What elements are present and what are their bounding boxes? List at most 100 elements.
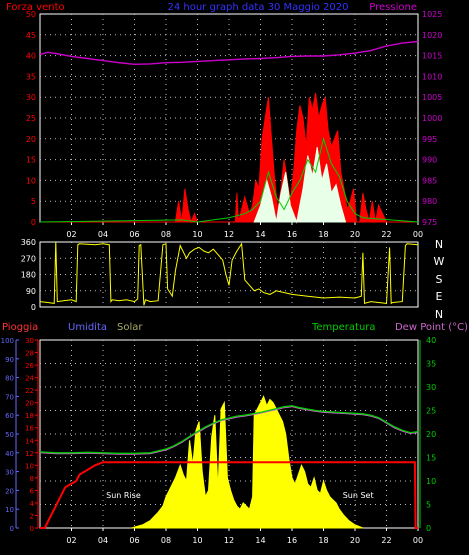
rain-label: Pioggia xyxy=(2,322,38,333)
direction-tick-label: 90 xyxy=(26,287,36,296)
rain-tick-label: 22 xyxy=(25,387,34,395)
rain-panel-grid xyxy=(40,340,418,528)
wind-time-tick-label: 12 xyxy=(224,230,234,239)
rain-time-tick-label: 14 xyxy=(255,536,265,545)
wind-speed-tick-label: 5 xyxy=(31,197,36,206)
wind-speed-tick-label: 30 xyxy=(26,93,36,102)
humidity-tick-label: 70 xyxy=(5,393,14,401)
compass-label: N xyxy=(435,308,443,321)
rain-time-tick-label: 18 xyxy=(318,536,328,545)
rain-tick-label: 14 xyxy=(25,437,34,445)
temperature-label: Temperatura xyxy=(311,322,376,333)
direction-tick-label: 360 xyxy=(21,238,36,247)
wind-time-tick-label: 08 xyxy=(161,230,171,239)
rain-time-tick-label: 16 xyxy=(287,536,297,545)
wind-speed-tick-label: 35 xyxy=(26,72,36,81)
rain-time-tick-label: 00 xyxy=(413,536,423,545)
humidity-tick-label: 0 xyxy=(10,525,14,533)
dewpoint-line xyxy=(39,406,419,455)
rain-tick-label: 2 xyxy=(30,512,34,520)
temperature-line xyxy=(39,405,419,454)
humidity-tick-label: 60 xyxy=(5,412,14,420)
humidity-tick-label: 20 xyxy=(5,487,14,495)
compass-label: S xyxy=(436,273,443,286)
temperature-tick-label: 40 xyxy=(426,336,436,345)
solar-area xyxy=(131,395,364,529)
wind-speed-tick-label: 40 xyxy=(26,52,36,61)
compass-label: W xyxy=(434,255,445,268)
wind-panel-series xyxy=(39,40,419,224)
rain-tick-label: 0 xyxy=(30,525,34,533)
rain-time-tick-label: 22 xyxy=(381,536,391,545)
rain-time-tick-label: 10 xyxy=(192,536,202,545)
temperature-tick-label: 30 xyxy=(426,383,436,392)
direction-tick-label: 0 xyxy=(31,303,36,312)
temperature-tick-label: 25 xyxy=(426,407,436,416)
wind-panel-left-label: Forza vento xyxy=(6,2,65,13)
rain-tick-label: 30 xyxy=(25,337,34,345)
wind-time-tick-label: 10 xyxy=(192,230,202,239)
direction-degrees-axis: 0 90 180 270 360 xyxy=(21,238,36,312)
humidity-label: Umidita xyxy=(68,322,107,333)
pressure-tick-label: 1005 xyxy=(422,93,442,102)
direction-tick-label: 270 xyxy=(21,254,36,263)
temperature-tick-label: 15 xyxy=(426,454,436,463)
rain-line xyxy=(40,461,418,529)
compass-label: E xyxy=(436,290,443,303)
wind-panel-time-axis: 02 04 06 08 10 12 14 16 18 20 22 00 xyxy=(66,222,423,239)
temperature-tick-label: 10 xyxy=(426,477,436,486)
sun-set-label: Sun Set xyxy=(343,491,374,500)
solar-label: Solar xyxy=(117,322,143,333)
rain-tick-label: 28 xyxy=(25,350,34,358)
rain-panel-series xyxy=(39,395,419,529)
rain-temperature-panel: Pioggia Umidita Solar Temperatura Dew Po… xyxy=(1,322,468,545)
wind-time-tick-label: 22 xyxy=(381,230,391,239)
wind-time-tick-label: 16 xyxy=(287,230,297,239)
wind-time-tick-label: 14 xyxy=(255,230,265,239)
rain-tick-label: 6 xyxy=(30,487,35,495)
wind-time-tick-label: 06 xyxy=(129,230,139,239)
pressure-tick-label: 1020 xyxy=(422,31,442,40)
wind-speed-tick-label: 15 xyxy=(26,156,36,165)
wind-panel-title: 24 hour graph data 30 Maggio 2020 xyxy=(167,2,348,13)
wind-average-line xyxy=(39,136,419,223)
rain-time-tick-label: 06 xyxy=(129,536,139,545)
wind-panel-right-label: Pressione xyxy=(369,2,417,13)
wind-pressure-panel: Forza vento 24 hour graph data 30 Maggio… xyxy=(6,2,442,239)
temperature-axis: 0 5 10 15 20 25 30 35 40 xyxy=(419,336,436,533)
rain-tick-label: 8 xyxy=(30,475,34,483)
wind-speed-axis: 0 5 10 15 20 25 30 35 40 45 50 xyxy=(26,10,36,227)
rain-tick-label: 16 xyxy=(25,425,34,433)
temperature-tick-label: 20 xyxy=(426,430,436,439)
temperature-tick-label: 0 xyxy=(426,524,431,533)
humidity-tick-label: 80 xyxy=(5,375,14,383)
humidity-axis: 0 10 20 30 40 50 60 70 80 90 100 xyxy=(1,337,19,533)
humidity-tick-label: 30 xyxy=(5,469,14,477)
wind-speed-tick-label: 10 xyxy=(26,176,36,185)
pressure-tick-label: 990 xyxy=(422,156,437,165)
temperature-tick-label: 35 xyxy=(426,360,436,369)
humidity-tick-label: 100 xyxy=(1,337,14,345)
rain-tick-label: 26 xyxy=(25,362,34,370)
rain-tick-label: 12 xyxy=(25,450,34,458)
rain-time-tick-label: 04 xyxy=(98,536,108,545)
sun-annotations: Sun Rise Sun Set xyxy=(106,491,373,500)
direction-tick-label: 180 xyxy=(21,271,36,280)
pressure-tick-label: 975 xyxy=(422,218,437,227)
dewpoint-label: Dew Point (°C) xyxy=(395,322,468,333)
pressure-tick-label: 995 xyxy=(422,135,437,144)
humidity-tick-label: 10 xyxy=(5,506,14,514)
wind-speed-tick-label: 25 xyxy=(26,114,36,123)
wind-speed-tick-label: 20 xyxy=(26,135,36,144)
sun-rise-label: Sun Rise xyxy=(106,491,141,500)
temperature-tick-label: 5 xyxy=(426,501,431,510)
rain-tick-label: 24 xyxy=(25,375,34,383)
pressure-tick-label: 1025 xyxy=(422,10,442,19)
humidity-tick-label: 50 xyxy=(5,431,14,439)
wind-speed-tick-label: 0 xyxy=(31,218,36,227)
pressure-tick-label: 1015 xyxy=(422,52,442,61)
